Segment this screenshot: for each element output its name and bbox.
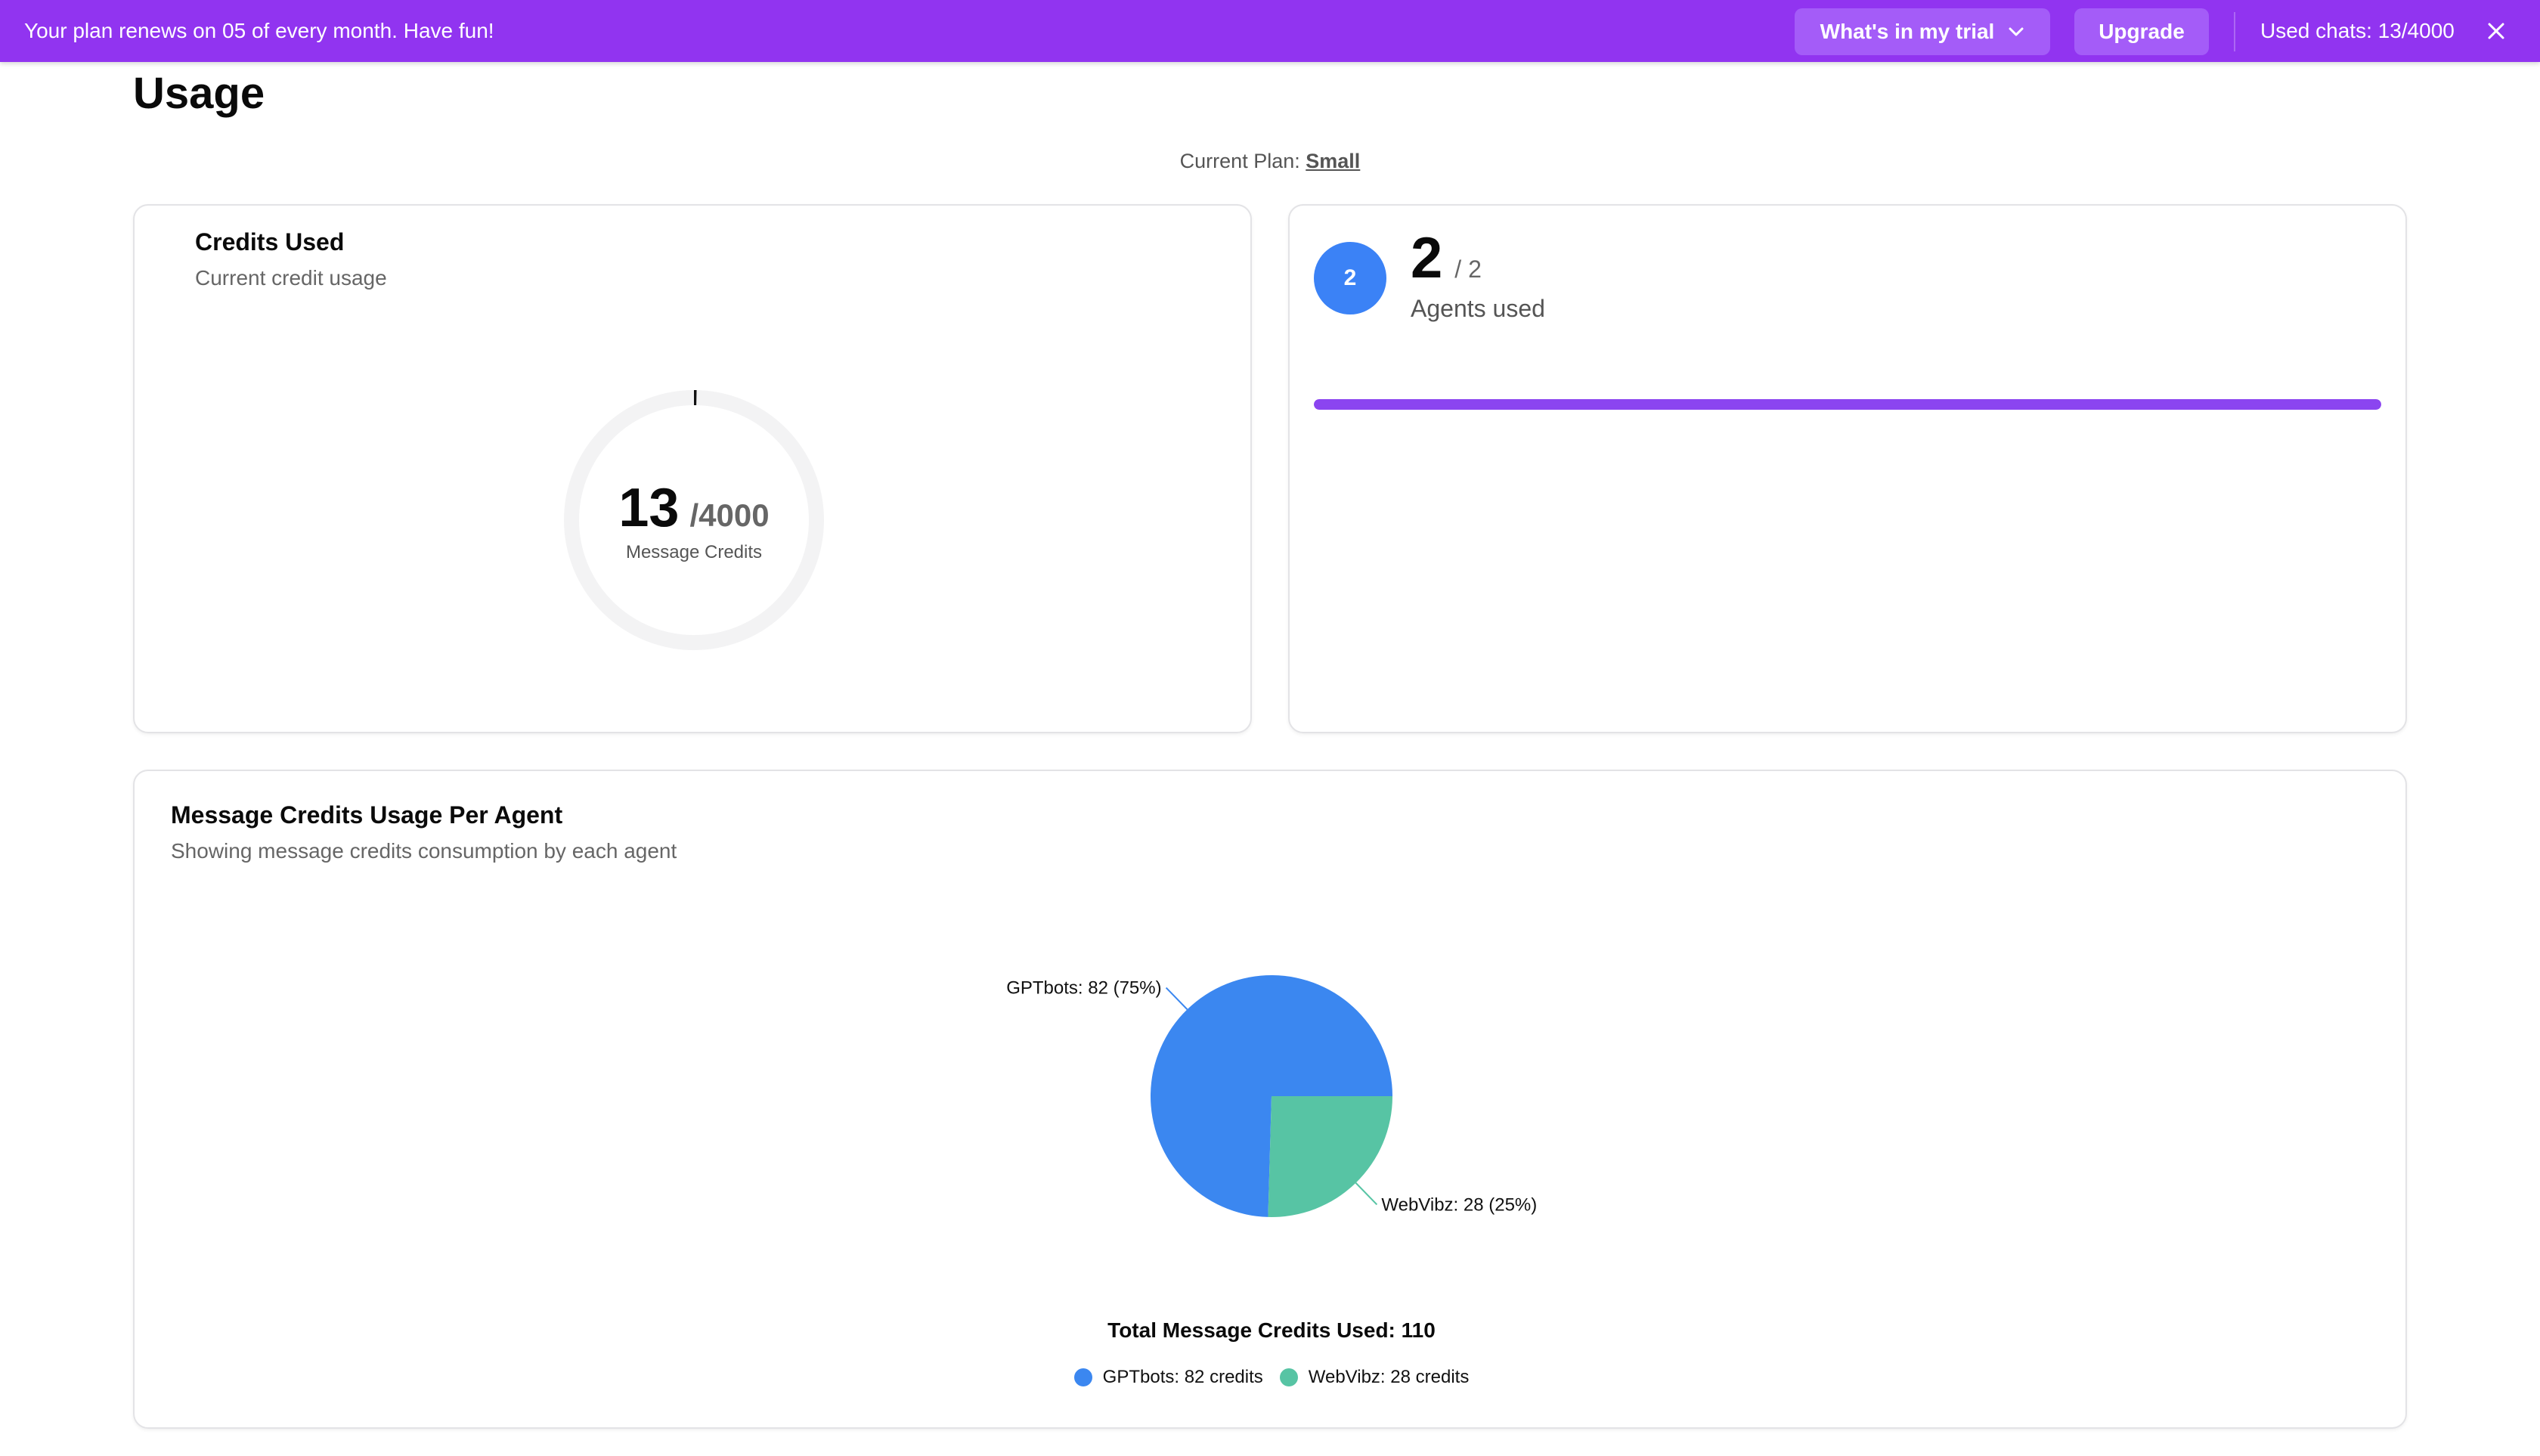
legend-item: GPTbots: 82 credits: [1073, 1367, 1263, 1388]
usage-card-title: Message Credits Usage Per Agent: [171, 801, 563, 829]
agents-used-label: Agents used: [1411, 295, 1545, 322]
pie-legend: GPTbots: 82 credits WebVibz: 28 credits: [135, 1367, 2408, 1388]
page-title: Usage: [133, 69, 265, 118]
upgrade-button[interactable]: Upgrade: [2074, 8, 2209, 55]
credits-pie-chart: GPTbots: 82 (75%) WebVibz: 28 (25%): [1006, 975, 1537, 1217]
pie-leader-line: [1165, 987, 1188, 1010]
credits-donut: 13 /4000 Message Credits: [558, 384, 830, 656]
pie-leader-line: [1355, 1182, 1378, 1206]
agents-progress-bar: [1314, 399, 2381, 410]
pie-slice-webvibz[interactable]: [1268, 1096, 1392, 1217]
banner-divider: [2234, 12, 2235, 51]
usage-card-subtitle: Showing message credits consumption by e…: [171, 839, 677, 863]
credits-donut-svg: [564, 390, 824, 650]
trial-button-label: What's in my trial: [1820, 20, 1995, 43]
pie-slice-label: GPTbots: 82 (75%): [1006, 978, 1161, 999]
agents-used-value: 2: [1411, 226, 1443, 290]
used-chats-counter: Used chats: 13/4000: [2260, 19, 2455, 42]
agents-used-card: 2 2 / 2 Agents used: [1288, 204, 2407, 733]
total-credits-value: 110: [1401, 1318, 1436, 1342]
legend-item: WebVibz: 28 credits: [1279, 1367, 1470, 1388]
credits-used-card: Credits Used Current credit usage 13 /40…: [133, 204, 1252, 733]
credits-unit-label: Message Credits: [625, 542, 763, 562]
legend-dot-icon: [1073, 1368, 1092, 1386]
credits-per-agent-card: Message Credits Usage Per Agent Showing …: [133, 770, 2407, 1429]
agents-count-badge: 2: [1314, 242, 1386, 314]
plan-renewal-message: Your plan renews on 05 of every month. H…: [24, 19, 494, 42]
total-credits-label: Total Message Credits Used:: [1107, 1318, 1395, 1342]
agents-max-value: / 2: [1454, 256, 1482, 283]
whats-in-my-trial-button[interactable]: What's in my trial: [1795, 8, 2050, 55]
pie-slice-gptbots[interactable]: [1151, 975, 1392, 1217]
current-plan: Current Plan: Small: [0, 150, 2540, 173]
credits-total-value: /4000: [689, 497, 770, 533]
legend-dot-icon: [1279, 1368, 1298, 1386]
legend-label: WebVibz: 28 credits: [1308, 1367, 1470, 1387]
legend-label: GPTbots: 82 credits: [1102, 1367, 1263, 1387]
donut-center: 13 /4000 Message Credits: [558, 384, 830, 656]
plan-banner: Your plan renews on 05 of every month. H…: [0, 0, 2540, 62]
agents-progress-fill: [1314, 399, 2381, 410]
close-icon[interactable]: [2486, 20, 2507, 42]
agents-count-row: 2 / 2: [1411, 225, 1482, 291]
total-credits-line: Total Message Credits Used: 110: [135, 1318, 2408, 1343]
current-plan-link[interactable]: Small: [1306, 150, 1361, 172]
chevron-down-icon: [2009, 27, 2024, 36]
pie-slice-label: WebVibz: 28 (25%): [1381, 1194, 1537, 1215]
credits-used-value: 13: [618, 478, 680, 538]
current-plan-label: Current Plan:: [1179, 150, 1300, 172]
credits-card-title: Credits Used: [195, 228, 345, 256]
donut-value-row: 13 /4000: [618, 477, 769, 539]
credits-card-subtitle: Current credit usage: [195, 266, 387, 290]
